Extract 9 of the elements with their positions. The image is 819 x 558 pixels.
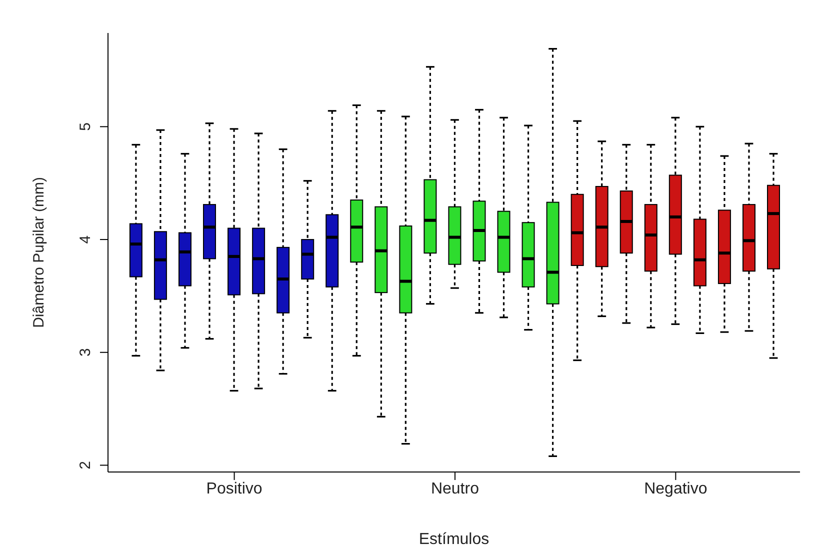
y-tick-label: 3 [77, 348, 94, 357]
x-axis-title: Estímulos [418, 531, 490, 548]
y-tick-label: 2 [77, 461, 94, 470]
x-tick-label: Positivo [206, 480, 262, 498]
y-tick-label: 5 [77, 122, 94, 131]
y-axis-title: Diâmetro Pupilar (mm) [30, 177, 48, 328]
x-tick-label: Neutro [430, 480, 480, 498]
x-tick-label: Negativo [644, 480, 708, 498]
y-tick-label: 4 [77, 235, 94, 244]
